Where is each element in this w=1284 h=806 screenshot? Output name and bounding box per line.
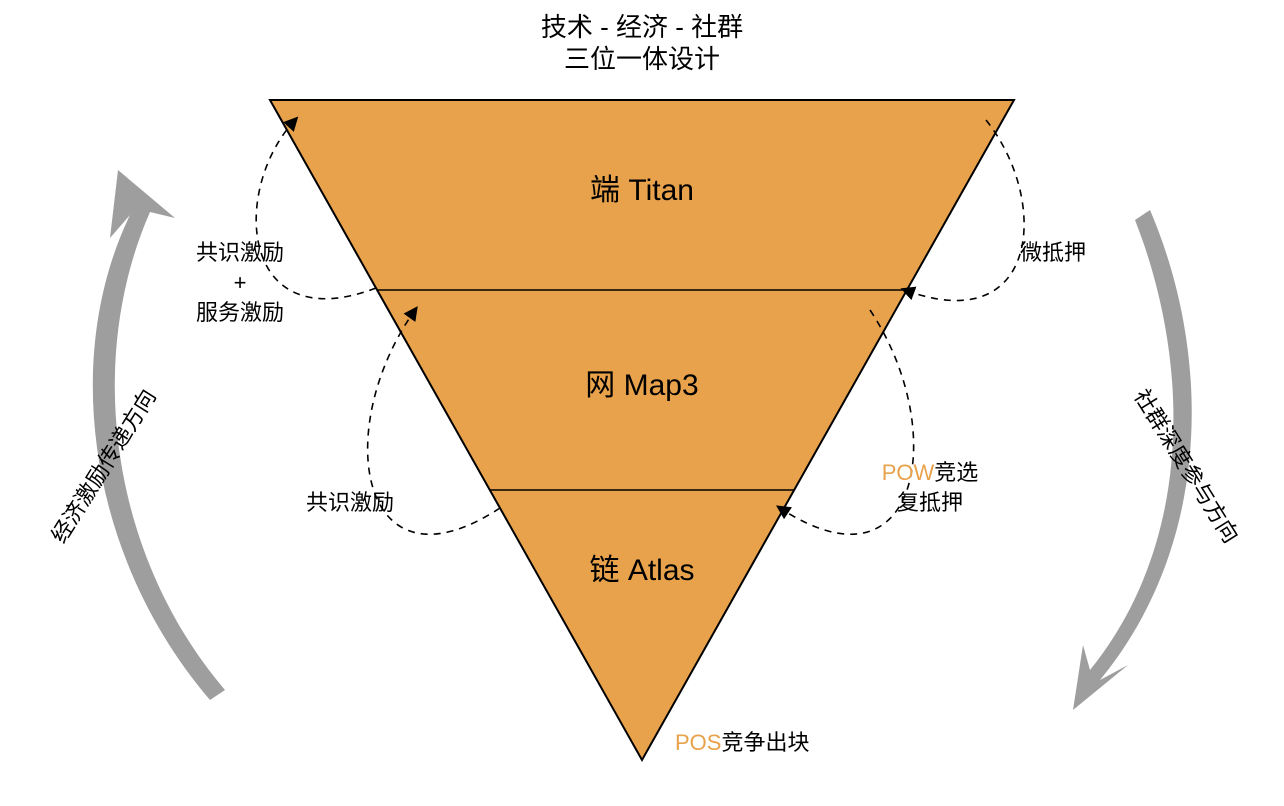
annotation-left-upper-line: + <box>234 270 247 295</box>
annotation-right-lower-line: POW竞选 <box>882 460 979 485</box>
annotation-left-lower: 共识激励 <box>306 490 394 515</box>
annotation-right-lower-line: 复抵押 <box>897 490 963 515</box>
annotation-left-upper: 共识激励 + 服务激励 <box>196 240 284 325</box>
diagram-canvas: 技术 - 经济 - 社群 三位一体设计 端 Titan 网 Map3 链 Atl… <box>0 0 1284 806</box>
annotation-bottom: POS竞争出块 <box>675 730 809 755</box>
annotation-right-lower: POW竞选复抵押 <box>882 460 979 515</box>
layer-titan-label: 端 Titan <box>590 174 694 207</box>
layer-map3-label: 网 Map3 <box>585 369 698 402</box>
title-line2: 三位一体设计 <box>564 44 720 74</box>
annotation-left-upper-line: 服务激励 <box>196 300 284 325</box>
inverted-triangle: 端 Titan 网 Map3 链 Atlas <box>270 100 1014 760</box>
layer-atlas-label: 链 Atlas <box>589 554 694 587</box>
annotation-left-upper-line: 共识激励 <box>196 240 284 265</box>
title-line1: 技术 - 经济 - 社群 <box>541 12 743 42</box>
annotation-right-upper: 微抵押 <box>1020 240 1086 265</box>
